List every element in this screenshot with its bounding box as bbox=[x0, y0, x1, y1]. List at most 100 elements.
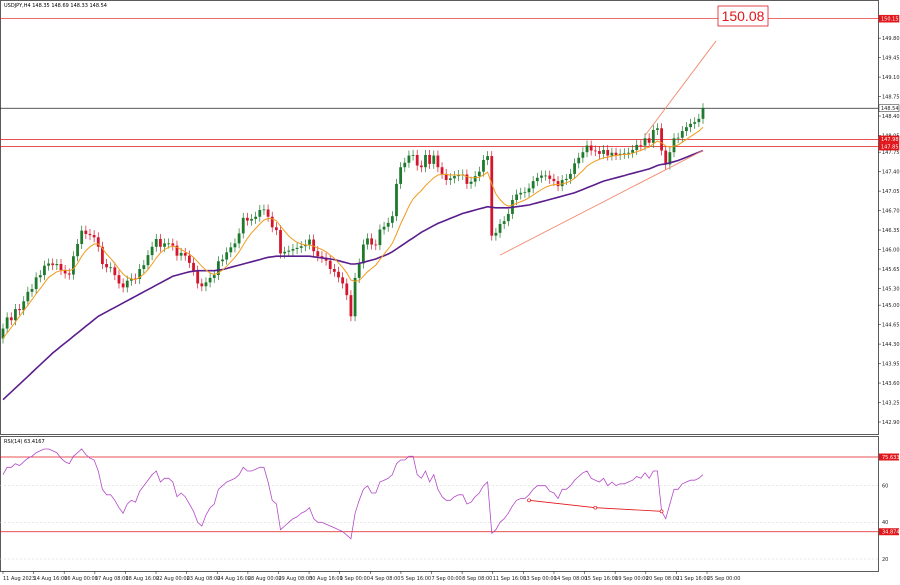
candle-body bbox=[101, 246, 104, 265]
candle-body bbox=[117, 275, 121, 284]
candle-body bbox=[685, 127, 688, 132]
candle-body bbox=[324, 257, 328, 261]
candle-body bbox=[386, 222, 390, 227]
rsi-panel-frame bbox=[0, 436, 879, 572]
candle-body bbox=[9, 317, 13, 321]
candle-body bbox=[656, 128, 659, 130]
candle-body bbox=[38, 275, 42, 278]
candle-body bbox=[465, 174, 469, 184]
candle-body bbox=[631, 149, 634, 153]
rsi-axis-label: 40 bbox=[882, 520, 888, 526]
candle-body bbox=[436, 155, 440, 168]
candle-body bbox=[245, 217, 249, 221]
level-price-badge bbox=[878, 104, 900, 112]
candle-body bbox=[357, 263, 361, 278]
candle-body bbox=[569, 173, 572, 179]
candle-body bbox=[80, 230, 84, 244]
candle-body bbox=[5, 317, 9, 329]
candle-body bbox=[134, 278, 137, 280]
candle-body bbox=[175, 245, 179, 256]
price-axis-label: 145.30 bbox=[882, 286, 900, 292]
price-axis-label: 148.75 bbox=[882, 94, 900, 100]
candle-body bbox=[291, 248, 295, 251]
candle-body bbox=[196, 270, 200, 284]
candle-body bbox=[204, 282, 208, 287]
candle-body bbox=[142, 265, 146, 270]
candle-body bbox=[121, 283, 125, 288]
projection-line bbox=[644, 40, 717, 136]
time-axis-label: 5 Sep 16:00 bbox=[401, 576, 431, 582]
candle-body bbox=[130, 278, 133, 281]
rsi-trendline-point bbox=[593, 505, 598, 510]
candle-body bbox=[672, 138, 676, 153]
candle-body bbox=[88, 233, 92, 236]
candle-body bbox=[374, 244, 378, 246]
candle-body bbox=[428, 154, 432, 164]
time-axis-label: 18 Aug 16:00 bbox=[125, 576, 159, 582]
candle-body bbox=[618, 153, 622, 155]
candle-body bbox=[1, 328, 5, 339]
candle-body bbox=[664, 150, 668, 165]
candle-body bbox=[320, 256, 324, 258]
time-axis-label: 29 Aug 08:00 bbox=[278, 576, 312, 582]
level-price-badge bbox=[878, 14, 900, 23]
candle-body bbox=[163, 243, 166, 247]
price-axis-label: 143.95 bbox=[882, 361, 900, 367]
target-callout: 150.08 bbox=[717, 5, 769, 27]
moving-average-fast bbox=[2, 126, 704, 339]
candle-body bbox=[72, 256, 75, 275]
time-axis-label: 11 Sep 16:00 bbox=[493, 576, 526, 582]
price-axis-label: 143.60 bbox=[882, 381, 900, 387]
candle-body bbox=[527, 188, 531, 193]
candle-body bbox=[241, 217, 245, 234]
candle-body bbox=[602, 149, 605, 154]
candle-body bbox=[614, 152, 618, 155]
price-panel-frame bbox=[0, 0, 879, 435]
candle-body bbox=[415, 154, 419, 166]
candle-body bbox=[34, 277, 38, 290]
candle-body bbox=[332, 269, 336, 272]
price-axis-label: 148.40 bbox=[882, 114, 900, 120]
candle-body bbox=[316, 251, 320, 257]
candle-body bbox=[606, 149, 610, 156]
rsi-level-badge bbox=[879, 528, 899, 536]
target-callout-label: 150.08 bbox=[722, 8, 765, 24]
candle-body bbox=[585, 145, 589, 153]
rsi-level-badge bbox=[879, 453, 899, 461]
candle-body bbox=[680, 131, 684, 138]
candle-body bbox=[353, 277, 357, 317]
time-axis-label: 28 Aug 00:00 bbox=[248, 576, 282, 582]
candle-body bbox=[109, 267, 113, 269]
candle-body bbox=[668, 152, 672, 165]
candle-body bbox=[540, 175, 543, 178]
candle-body bbox=[84, 230, 88, 234]
candle-body bbox=[192, 262, 195, 271]
candle-body bbox=[154, 238, 158, 247]
moving-average-slow bbox=[2, 149, 704, 401]
candle-body bbox=[254, 216, 258, 219]
candle-body bbox=[453, 176, 456, 179]
candle-body bbox=[448, 178, 452, 181]
candle-body bbox=[312, 239, 316, 252]
time-axis-label: 21 Sep 16:00 bbox=[676, 576, 709, 582]
candle-body bbox=[407, 155, 411, 163]
candle-body bbox=[610, 152, 614, 156]
candle-body bbox=[179, 252, 183, 256]
candle-body bbox=[440, 167, 444, 174]
candle-body bbox=[216, 261, 220, 276]
candle-body bbox=[457, 175, 461, 177]
price-axis-label: 149.80 bbox=[882, 36, 900, 42]
candle-body bbox=[262, 209, 266, 211]
price-panel-header: USDJPY,H4 148.35 148.69 148.33 148.54 bbox=[4, 3, 107, 9]
time-axis-label: 30 Aug 16:00 bbox=[309, 576, 343, 582]
candle-body bbox=[473, 176, 477, 182]
candle-body bbox=[200, 283, 204, 287]
candle-body bbox=[622, 153, 626, 155]
candle-body bbox=[345, 283, 349, 296]
candle-body bbox=[258, 210, 262, 217]
rsi-axis-label: 75.6332 bbox=[882, 455, 900, 461]
candle-body bbox=[250, 218, 253, 221]
price-axis-label: 144.30 bbox=[882, 342, 900, 348]
candle-body bbox=[341, 277, 345, 284]
